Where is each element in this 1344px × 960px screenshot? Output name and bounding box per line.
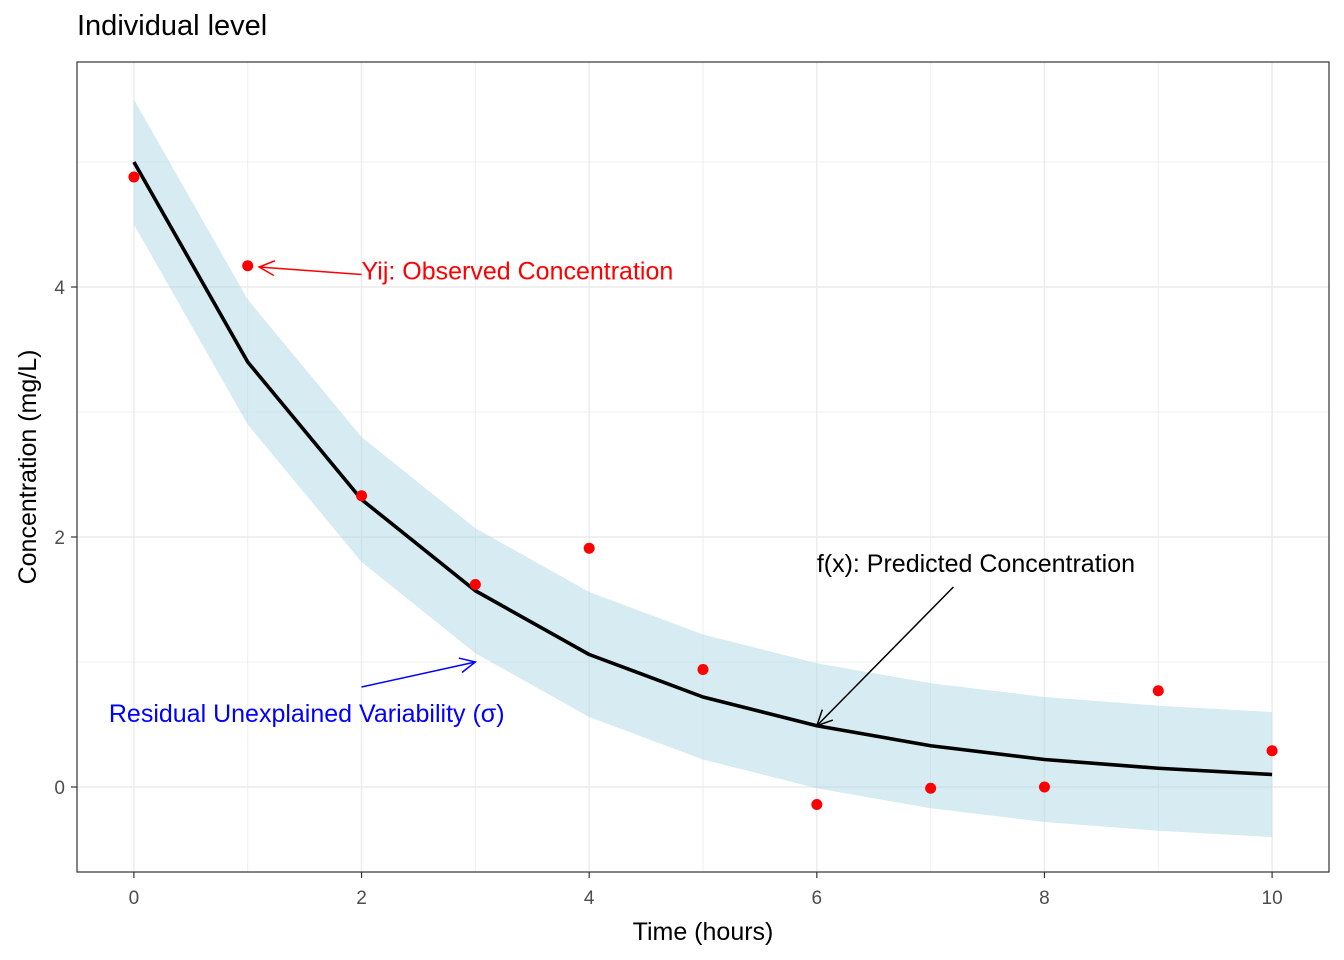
y-axis-ticks: 0 2 4 <box>54 278 77 799</box>
x-axis-ticks: 0 2 4 6 8 10 <box>129 872 1283 909</box>
annotation-arrowhead <box>815 709 834 727</box>
x-tick-label: 8 <box>1039 888 1050 909</box>
x-tick-label: 10 <box>1262 888 1283 909</box>
plot-panel-border <box>76 61 1330 873</box>
observed-point <box>811 799 823 810</box>
annotation-label: Yij: Observed Concentration <box>362 258 674 286</box>
observed-point <box>1152 685 1164 697</box>
observed-point <box>356 490 368 502</box>
x-tick-label: 0 <box>129 888 140 909</box>
annotation-arrowhead <box>257 260 276 277</box>
observed-point <box>1038 781 1050 793</box>
x-tick-label: 2 <box>356 888 367 909</box>
observed-point <box>583 542 595 554</box>
y-tick-label: 2 <box>54 528 65 549</box>
annotations: Yij: Observed Concentration f(x): Predict… <box>109 258 1135 729</box>
annotation-arrow <box>259 266 362 276</box>
chart-title: Individual level <box>77 10 268 42</box>
observed-point <box>242 260 254 272</box>
predicted-line-layer <box>132 161 1273 777</box>
annotation-label: Residual Unexplained Variability (σ) <box>109 700 505 728</box>
x-tick-label: 4 <box>584 888 595 909</box>
y-tick-label: 0 <box>54 778 65 799</box>
observed-points <box>128 171 1278 810</box>
observed-point <box>1266 745 1278 757</box>
observed-point <box>469 579 481 590</box>
annotation-label: f(x): Predicted Concentration <box>817 550 1135 578</box>
x-tick-label: 6 <box>812 888 823 909</box>
y-axis-label: Concentration (mg/L) <box>14 350 42 585</box>
confidence-band-layer <box>133 99 1273 837</box>
observed-point <box>697 664 709 675</box>
predicted-concentration-line <box>132 161 1273 777</box>
annotation-arrowhead <box>458 657 478 674</box>
observed-point <box>128 171 140 183</box>
residual-variability-band <box>133 99 1273 837</box>
annotation-arrow <box>361 661 476 688</box>
observed-point <box>925 782 937 794</box>
annotation-arrow <box>816 586 954 727</box>
y-tick-label: 4 <box>54 278 65 299</box>
x-axis-label: Time (hours) <box>633 918 774 946</box>
